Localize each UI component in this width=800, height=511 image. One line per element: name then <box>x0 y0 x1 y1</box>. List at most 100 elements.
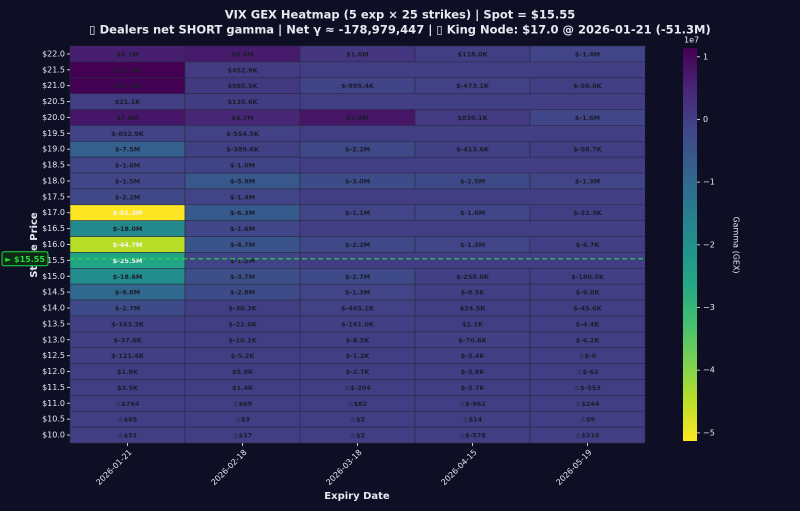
heatmap-cell <box>529 236 646 253</box>
cell-label: ⚠$69 <box>233 400 253 408</box>
cell-label: $5.9K <box>232 368 254 376</box>
y-tick-label: $15.0 <box>42 272 65 281</box>
cell-label: $985.5K <box>227 82 258 90</box>
cell-label: $1.6M <box>346 50 369 58</box>
cell-label: ⚠$14 <box>463 416 483 424</box>
cell-label: ⚠$-578 <box>459 432 486 440</box>
cell-label: $11.2M <box>114 82 141 90</box>
cell-label: $452.9K <box>227 66 258 74</box>
cell-label: $-6.3M <box>230 209 255 217</box>
y-tick-label: $16.0 <box>42 240 65 249</box>
cell-label: ⚠$2 <box>350 432 365 440</box>
heatmap-cell <box>529 172 646 190</box>
cell-label: $7.9M <box>346 114 369 122</box>
cell-label: $-3.4K <box>461 352 486 360</box>
y-tick-label: $12.0 <box>42 367 65 376</box>
y-tick-label: $21.5 <box>42 65 65 74</box>
cell-label: $-1.2M <box>230 257 255 265</box>
y-tick-label: $18.0 <box>42 176 65 185</box>
cell-label: ⚠$-62 <box>576 368 598 376</box>
x-tick-label: 2026-01-21 <box>94 448 133 487</box>
cell-label: ⚠$9 <box>580 416 595 424</box>
cell-label: $-51.3M <box>113 209 143 217</box>
cell-label: $-6.2K <box>576 336 601 344</box>
cell-label: $-554.5K <box>226 130 260 138</box>
cell-label: $-58.7K <box>573 146 602 154</box>
y-tick-label: $18.5 <box>42 161 65 170</box>
cell-label: ⚠$244 <box>576 400 600 408</box>
colorbar-tick-label: −2 <box>703 240 715 249</box>
y-tick-label: $15.5 <box>42 256 65 265</box>
cell-label: $-473.1K <box>456 82 490 90</box>
cell-label: $-852.9K <box>111 130 145 138</box>
cell-label: $-70.6K <box>458 336 487 344</box>
spot-label-box <box>1 251 49 267</box>
cell-label: $-3.7K <box>461 384 486 392</box>
cell-label: $-30.3K <box>228 305 257 313</box>
y-tick-label: $17.5 <box>42 192 65 201</box>
y-tick-label: $21.0 <box>42 81 65 90</box>
cell-label: ⚠$-962 <box>459 400 486 408</box>
cell-label: ⚠$310 <box>576 432 600 440</box>
cell-label: $-2.8M <box>230 289 255 297</box>
colorbar-tick-label: 0 <box>703 115 708 124</box>
cell-label: $-161.0K <box>341 320 375 328</box>
heatmap-cell <box>529 204 646 221</box>
cell-label: $-2.2M <box>345 146 370 154</box>
cell-label: $-3.8K <box>461 368 486 376</box>
cell-label: $-1.6M <box>230 225 255 233</box>
y-tick-label: $11.0 <box>42 399 65 408</box>
y-tick-label: $19.0 <box>42 145 65 154</box>
cell-label: $6.1M <box>116 50 139 58</box>
heatmap-cell <box>529 109 646 126</box>
cell-label: $-8.5K <box>461 289 486 297</box>
cell-label: $-2.7M <box>345 273 370 281</box>
cell-label: $118.0K <box>457 50 488 58</box>
colorbar-offset: 1e7 <box>684 36 699 45</box>
x-axis-label: Expiry Date <box>324 491 390 502</box>
cell-label: $-9.0K <box>576 289 601 297</box>
cell-label: ⚠$2 <box>350 416 365 424</box>
y-tick-label: $10.5 <box>42 415 65 424</box>
y-tick-label: $13.0 <box>42 335 65 344</box>
heatmap-cell <box>529 140 646 158</box>
cell-label: $-6.7K <box>576 241 601 249</box>
colorbar-tick-label: −1 <box>703 178 715 187</box>
x-tick-label: 2026-04-15 <box>439 448 478 487</box>
x-tick-label: 2026-03-18 <box>324 448 363 487</box>
cell-label: $4.7M <box>231 114 254 122</box>
y-tick-label: $20.5 <box>42 97 65 106</box>
y-tick-label: $20.0 <box>42 113 65 122</box>
cell-label: $-389.6K <box>226 146 260 154</box>
y-tick-label: $19.5 <box>42 129 65 138</box>
x-tick-label: 2026-05-19 <box>554 448 593 487</box>
cell-label: ⚠$82 <box>348 400 367 408</box>
cell-label: $6.8M <box>231 50 254 58</box>
cell-label: $-1.6M <box>460 209 485 217</box>
cell-label: $24.5K <box>460 305 487 313</box>
colorbar-tick-label: 1 <box>703 52 708 61</box>
cell-label: $-180.5K <box>571 273 605 281</box>
heatmap-cell <box>529 45 646 63</box>
cell-label: $-45.6K <box>573 305 602 313</box>
y-tick-label: $13.5 <box>42 319 65 328</box>
cell-label: ⚠$-204 <box>344 384 371 392</box>
x-tick-label: 2026-02-18 <box>209 448 248 487</box>
spot-label: ► $15.55 <box>5 255 45 264</box>
cell-label: $-1.4M <box>230 193 255 201</box>
cell-label: $-5.9M <box>230 177 255 185</box>
cell-label: $-1.0M <box>230 162 255 170</box>
y-tick-label: $12.5 <box>42 351 65 360</box>
cell-label: $-1.3M <box>575 177 600 185</box>
cell-label: $-10.1K <box>228 336 257 344</box>
cell-label: $1.4K <box>232 384 254 392</box>
cell-label: $135.6K <box>227 98 258 106</box>
y-axis-label: Strike Price <box>29 212 40 278</box>
cell-label: $-1.1M <box>345 209 370 217</box>
cell-label: $7.6M <box>116 114 139 122</box>
heatmap-cell <box>529 77 646 94</box>
cell-label: ⚠$764 <box>116 400 140 408</box>
cell-label: $21.1K <box>115 98 142 106</box>
cell-label: $-995.4K <box>341 82 375 90</box>
cell-label: $-7.5M <box>115 146 140 154</box>
